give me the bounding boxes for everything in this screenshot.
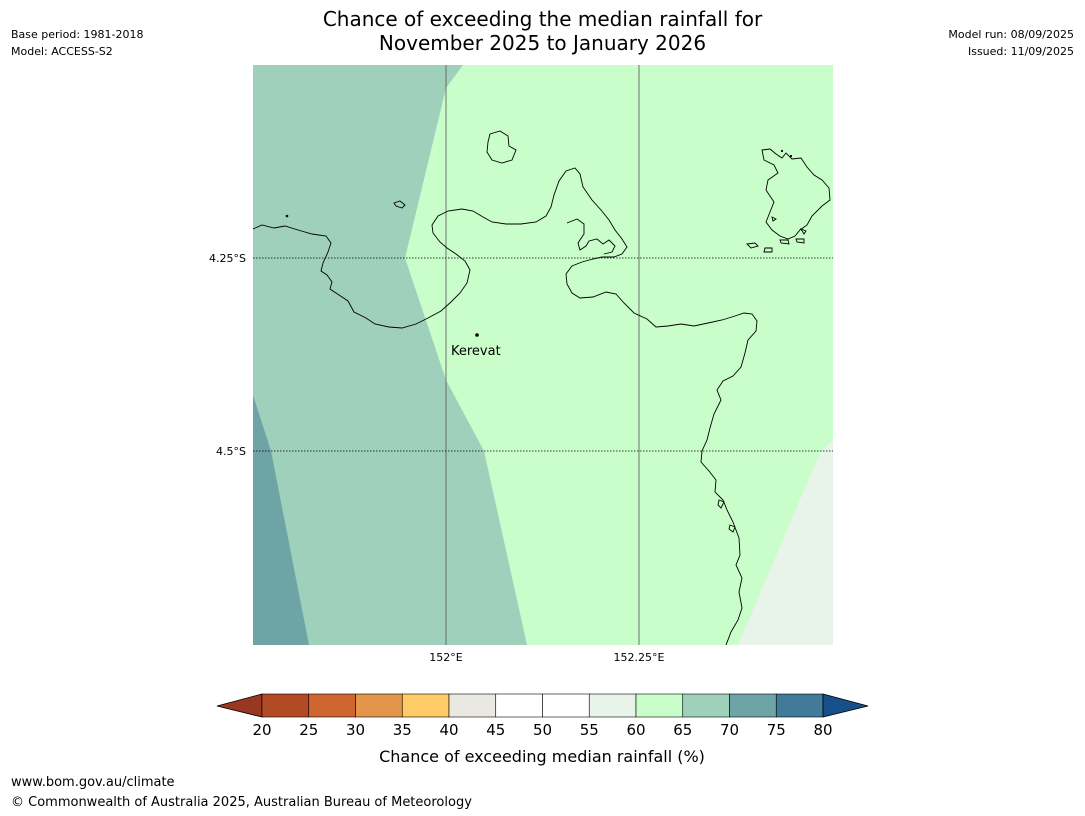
islet-ne-5 bbox=[799, 228, 807, 235]
region-70-75 bbox=[253, 395, 309, 645]
title-line-2: November 2025 to January 2026 bbox=[378, 31, 707, 55]
island-west-small bbox=[393, 200, 406, 209]
colorbar-bin bbox=[588, 693, 637, 718]
colorbar-tick-label: 65 bbox=[673, 721, 692, 739]
island-north bbox=[486, 130, 517, 164]
colorbar-bin bbox=[682, 693, 730, 718]
footer-copyright: © Commonwealth of Australia 2025, Austra… bbox=[11, 795, 472, 810]
islet-ne-6 bbox=[771, 216, 777, 222]
kerevat-label: Kerevat bbox=[451, 344, 501, 359]
colorbar-tick-label: 20 bbox=[252, 721, 271, 739]
colorbar-bin bbox=[729, 693, 777, 718]
title-line-1: Chance of exceeding the median rainfall … bbox=[322, 7, 763, 31]
coastline-main bbox=[253, 167, 758, 645]
islet-ne-dot-1 bbox=[780, 149, 784, 153]
chart-title: Chance of exceeding the median rainfall … bbox=[0, 7, 1085, 55]
colorbar-tick-label: 30 bbox=[346, 721, 365, 739]
coastline bbox=[253, 130, 831, 645]
lon-label-152-25: 152.25°E bbox=[614, 651, 665, 664]
lon-label-152: 152°E bbox=[429, 651, 462, 664]
colorbar-tick-label: 40 bbox=[439, 721, 458, 739]
islet-ne-3 bbox=[779, 239, 790, 245]
issued-text: Issued: 11/09/2025 bbox=[967, 45, 1074, 58]
colorbar-bin bbox=[635, 693, 684, 718]
map-plot-area: Kerevat bbox=[253, 65, 833, 645]
region-65-70 bbox=[253, 65, 527, 645]
colorbar-tick-label: 60 bbox=[626, 721, 645, 739]
colorbar-bin bbox=[448, 693, 497, 718]
islet-ne-4 bbox=[795, 238, 805, 244]
lat-label-4-5: 4.5°S bbox=[216, 445, 246, 458]
colorbar-tick-label: 50 bbox=[533, 721, 552, 739]
colorbar-bin bbox=[542, 693, 590, 718]
islet-ne-dot-2 bbox=[789, 154, 793, 158]
colorbar-label: Chance of exceeding median rainfall (%) bbox=[379, 747, 705, 766]
colorbar-tick-label: 70 bbox=[720, 721, 739, 739]
island-northeast bbox=[761, 148, 831, 240]
base-period-text: Base period: 1981-2018 bbox=[11, 28, 144, 41]
colorbar-bin bbox=[401, 693, 450, 718]
lat-label-4-25: 4.25°S bbox=[209, 252, 246, 265]
islet-ne-1 bbox=[746, 242, 759, 249]
coastline-tip bbox=[566, 218, 616, 255]
colorbar-over-arrow bbox=[822, 693, 869, 718]
colorbar-bin bbox=[261, 693, 310, 718]
model-run-text: Model run: 08/09/2025 bbox=[948, 28, 1074, 41]
region-55-60 bbox=[738, 440, 833, 645]
base-info: Base period: 1981-2018 Model: ACCESS-S2 bbox=[11, 26, 143, 60]
colorbar-bin bbox=[775, 693, 824, 718]
footer-url: www.bom.gov.au/climate bbox=[11, 775, 175, 790]
colorbar-under-arrow bbox=[216, 693, 263, 718]
colorbar-tick-label: 75 bbox=[767, 721, 786, 739]
model-text: Model: ACCESS-S2 bbox=[11, 45, 113, 58]
islet-e-1 bbox=[717, 499, 725, 509]
colorbar-tick-label: 80 bbox=[813, 721, 832, 739]
colorbar-tick-label: 25 bbox=[299, 721, 318, 739]
islet-e-2 bbox=[728, 524, 736, 533]
run-info: Model run: 08/09/2025 Issued: 11/09/2025 bbox=[948, 26, 1074, 60]
colorbar-bin bbox=[308, 693, 356, 718]
colorbar-ticks: 20 25 30 35 40 45 50 55 60 65 70 75 80 bbox=[252, 721, 832, 739]
colorbar-tick-label: 45 bbox=[486, 721, 505, 739]
islet-ne-2 bbox=[763, 247, 773, 253]
colorbar-tick-label: 35 bbox=[393, 721, 412, 739]
kerevat-marker bbox=[475, 333, 479, 337]
colorbar-bin bbox=[355, 693, 403, 718]
colorbar-bin bbox=[495, 693, 543, 718]
islet-w-dot bbox=[285, 214, 289, 218]
colorbar-tick-label: 55 bbox=[580, 721, 599, 739]
colorbar: 20 25 30 35 40 45 50 55 60 65 70 75 80 Chance of exc… bbox=[216, 693, 869, 766]
colorbar-bins bbox=[261, 693, 824, 718]
